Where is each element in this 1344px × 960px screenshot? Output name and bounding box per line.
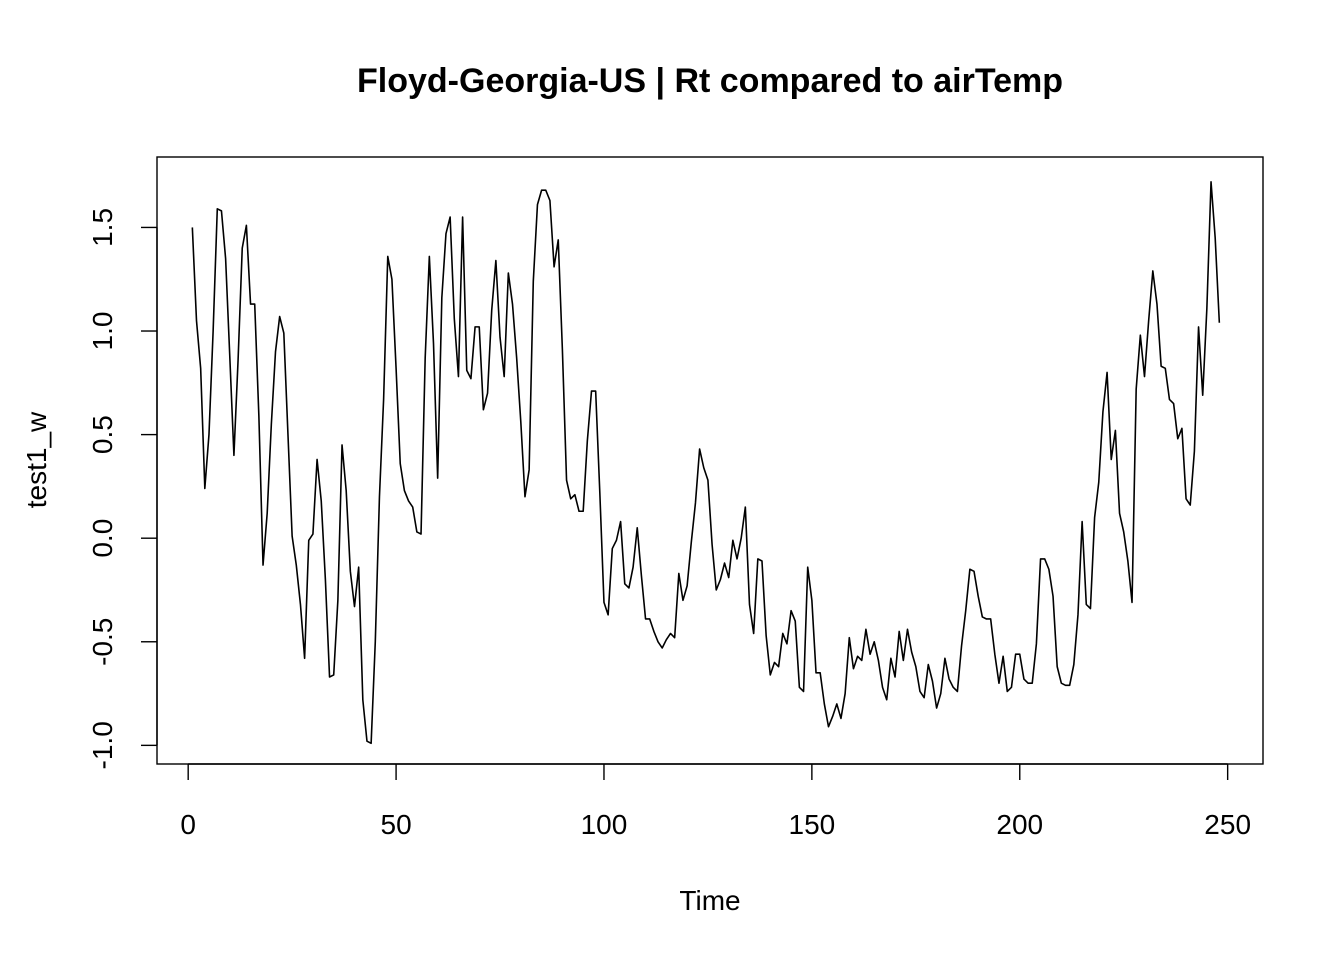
series-line [191,181,1221,745]
y-tick-label: 0.5 [87,415,118,454]
y-tick-label: 1.0 [87,312,118,351]
y-tick-label: -1.0 [87,721,118,769]
x-axis-label: Time [679,885,740,916]
y-tick-label: 1.5 [87,208,118,247]
x-axis: 0 50 100 150 200 250 [180,763,1251,840]
x-tick-label: 0 [180,809,196,840]
x-tick-label: 100 [581,809,628,840]
y-axis-label: test1_w [21,411,52,508]
y-axis: -1.0 -0.5 0.0 0.5 1.0 1.5 [87,208,158,769]
x-tick-label: 150 [789,809,836,840]
y-tick-label: -0.5 [87,618,118,666]
plot-area-border [156,156,1264,765]
y-tick-label: 0.0 [87,519,118,558]
x-tick-label: 50 [381,809,412,840]
x-tick-label: 200 [996,809,1043,840]
x-tick-label: 250 [1204,809,1251,840]
series-group [191,181,1221,745]
chart-title: Floyd-Georgia-US | Rt compared to airTem… [357,62,1063,100]
